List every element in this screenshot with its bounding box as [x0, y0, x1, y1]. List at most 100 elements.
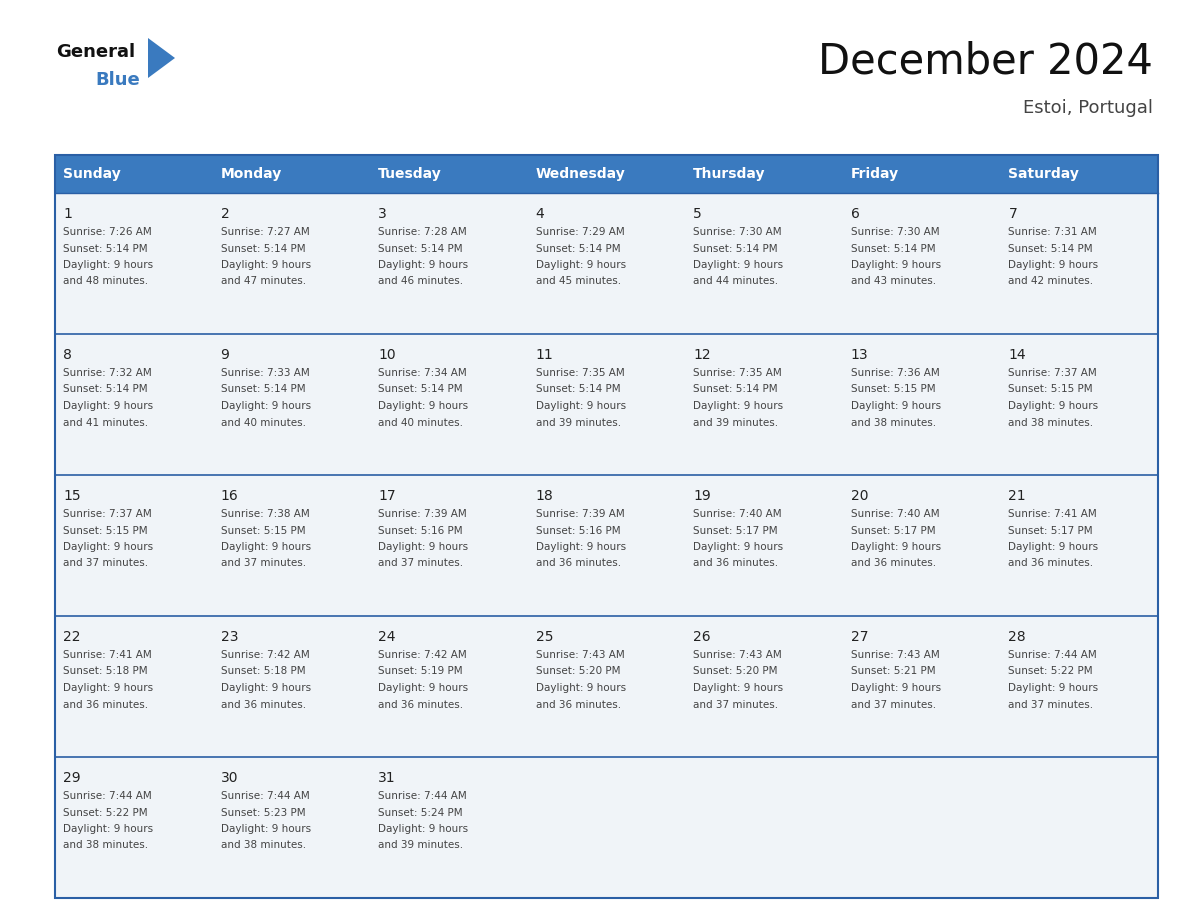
- Text: Daylight: 9 hours: Daylight: 9 hours: [378, 683, 468, 693]
- Text: and 36 minutes.: and 36 minutes.: [851, 558, 936, 568]
- Text: 26: 26: [694, 630, 710, 644]
- Text: Sunset: 5:14 PM: Sunset: 5:14 PM: [536, 243, 620, 253]
- Text: Daylight: 9 hours: Daylight: 9 hours: [536, 401, 626, 411]
- Text: and 36 minutes.: and 36 minutes.: [536, 558, 621, 568]
- Text: Sunrise: 7:42 AM: Sunrise: 7:42 AM: [378, 650, 467, 660]
- Text: Sunrise: 7:37 AM: Sunrise: 7:37 AM: [63, 509, 152, 519]
- Text: Daylight: 9 hours: Daylight: 9 hours: [221, 260, 311, 270]
- Text: Sunset: 5:14 PM: Sunset: 5:14 PM: [221, 385, 305, 395]
- Text: 20: 20: [851, 489, 868, 503]
- Text: Sunset: 5:17 PM: Sunset: 5:17 PM: [851, 525, 935, 535]
- Text: and 37 minutes.: and 37 minutes.: [221, 558, 305, 568]
- Bar: [55, 334, 1158, 475]
- Text: Daylight: 9 hours: Daylight: 9 hours: [536, 260, 626, 270]
- Text: Sunset: 5:24 PM: Sunset: 5:24 PM: [378, 808, 463, 818]
- Text: Daylight: 9 hours: Daylight: 9 hours: [1009, 683, 1099, 693]
- Text: Daylight: 9 hours: Daylight: 9 hours: [851, 260, 941, 270]
- Text: Daylight: 9 hours: Daylight: 9 hours: [851, 542, 941, 552]
- Text: Sunset: 5:15 PM: Sunset: 5:15 PM: [851, 385, 935, 395]
- Text: 22: 22: [63, 630, 81, 644]
- Text: Sunrise: 7:35 AM: Sunrise: 7:35 AM: [536, 368, 625, 378]
- Text: and 38 minutes.: and 38 minutes.: [1009, 418, 1093, 428]
- Text: Estoi, Portugal: Estoi, Portugal: [1023, 99, 1154, 117]
- Text: and 38 minutes.: and 38 minutes.: [221, 841, 305, 850]
- Text: and 36 minutes.: and 36 minutes.: [1009, 558, 1093, 568]
- Text: and 36 minutes.: and 36 minutes.: [378, 700, 463, 710]
- Text: Daylight: 9 hours: Daylight: 9 hours: [378, 260, 468, 270]
- Text: and 37 minutes.: and 37 minutes.: [63, 558, 148, 568]
- Text: and 40 minutes.: and 40 minutes.: [221, 418, 305, 428]
- Text: Daylight: 9 hours: Daylight: 9 hours: [694, 683, 783, 693]
- Text: Daylight: 9 hours: Daylight: 9 hours: [851, 683, 941, 693]
- Text: Sunrise: 7:44 AM: Sunrise: 7:44 AM: [1009, 650, 1098, 660]
- Text: Sunrise: 7:38 AM: Sunrise: 7:38 AM: [221, 509, 309, 519]
- Text: Sunrise: 7:34 AM: Sunrise: 7:34 AM: [378, 368, 467, 378]
- Text: 11: 11: [536, 348, 554, 362]
- Bar: [55, 475, 1158, 616]
- Text: and 45 minutes.: and 45 minutes.: [536, 276, 621, 286]
- Text: Friday: Friday: [851, 167, 899, 181]
- Text: Sunrise: 7:33 AM: Sunrise: 7:33 AM: [221, 368, 309, 378]
- Text: 13: 13: [851, 348, 868, 362]
- Text: Daylight: 9 hours: Daylight: 9 hours: [378, 824, 468, 834]
- Text: 17: 17: [378, 489, 396, 503]
- Text: 8: 8: [63, 348, 72, 362]
- Text: Sunrise: 7:39 AM: Sunrise: 7:39 AM: [378, 509, 467, 519]
- Text: Daylight: 9 hours: Daylight: 9 hours: [694, 260, 783, 270]
- Text: Sunset: 5:14 PM: Sunset: 5:14 PM: [221, 243, 305, 253]
- Text: 18: 18: [536, 489, 554, 503]
- Text: Sunrise: 7:30 AM: Sunrise: 7:30 AM: [694, 227, 782, 237]
- Text: 4: 4: [536, 207, 544, 221]
- Text: Sunset: 5:21 PM: Sunset: 5:21 PM: [851, 666, 935, 677]
- Text: Daylight: 9 hours: Daylight: 9 hours: [378, 401, 468, 411]
- Text: 2: 2: [221, 207, 229, 221]
- Text: Sunset: 5:14 PM: Sunset: 5:14 PM: [1009, 243, 1093, 253]
- Text: and 39 minutes.: and 39 minutes.: [378, 841, 463, 850]
- Text: Sunset: 5:15 PM: Sunset: 5:15 PM: [221, 525, 305, 535]
- Text: 28: 28: [1009, 630, 1026, 644]
- Text: Daylight: 9 hours: Daylight: 9 hours: [63, 683, 153, 693]
- Text: Daylight: 9 hours: Daylight: 9 hours: [378, 542, 468, 552]
- Text: 16: 16: [221, 489, 239, 503]
- Text: Sunday: Sunday: [63, 167, 121, 181]
- Text: 6: 6: [851, 207, 860, 221]
- Text: and 43 minutes.: and 43 minutes.: [851, 276, 936, 286]
- Text: 27: 27: [851, 630, 868, 644]
- Text: Sunset: 5:14 PM: Sunset: 5:14 PM: [63, 243, 147, 253]
- Text: 24: 24: [378, 630, 396, 644]
- Text: 1: 1: [63, 207, 72, 221]
- Text: and 37 minutes.: and 37 minutes.: [851, 700, 936, 710]
- Text: and 36 minutes.: and 36 minutes.: [536, 700, 621, 710]
- Text: Daylight: 9 hours: Daylight: 9 hours: [221, 683, 311, 693]
- Text: Sunrise: 7:43 AM: Sunrise: 7:43 AM: [851, 650, 940, 660]
- Text: and 46 minutes.: and 46 minutes.: [378, 276, 463, 286]
- Text: and 37 minutes.: and 37 minutes.: [694, 700, 778, 710]
- Text: Sunrise: 7:26 AM: Sunrise: 7:26 AM: [63, 227, 152, 237]
- Text: 9: 9: [221, 348, 229, 362]
- Text: and 48 minutes.: and 48 minutes.: [63, 276, 148, 286]
- Text: Sunrise: 7:35 AM: Sunrise: 7:35 AM: [694, 368, 782, 378]
- Text: Daylight: 9 hours: Daylight: 9 hours: [221, 401, 311, 411]
- Text: and 39 minutes.: and 39 minutes.: [536, 418, 621, 428]
- Text: Sunset: 5:14 PM: Sunset: 5:14 PM: [378, 385, 463, 395]
- Text: 19: 19: [694, 489, 712, 503]
- Text: and 37 minutes.: and 37 minutes.: [378, 558, 463, 568]
- Text: Sunrise: 7:27 AM: Sunrise: 7:27 AM: [221, 227, 309, 237]
- Text: Sunset: 5:14 PM: Sunset: 5:14 PM: [63, 385, 147, 395]
- Text: Sunrise: 7:41 AM: Sunrise: 7:41 AM: [63, 650, 152, 660]
- Text: and 39 minutes.: and 39 minutes.: [694, 418, 778, 428]
- Text: 10: 10: [378, 348, 396, 362]
- Text: Tuesday: Tuesday: [378, 167, 442, 181]
- Text: Sunrise: 7:44 AM: Sunrise: 7:44 AM: [221, 791, 309, 801]
- Text: Thursday: Thursday: [694, 167, 766, 181]
- Text: 7: 7: [1009, 207, 1017, 221]
- Text: Sunrise: 7:28 AM: Sunrise: 7:28 AM: [378, 227, 467, 237]
- Text: and 38 minutes.: and 38 minutes.: [63, 841, 148, 850]
- Text: Sunrise: 7:32 AM: Sunrise: 7:32 AM: [63, 368, 152, 378]
- Text: Sunrise: 7:44 AM: Sunrise: 7:44 AM: [63, 791, 152, 801]
- Text: Sunset: 5:19 PM: Sunset: 5:19 PM: [378, 666, 463, 677]
- Text: Sunset: 5:23 PM: Sunset: 5:23 PM: [221, 808, 305, 818]
- Text: and 41 minutes.: and 41 minutes.: [63, 418, 148, 428]
- Text: Sunset: 5:17 PM: Sunset: 5:17 PM: [694, 525, 778, 535]
- Text: and 37 minutes.: and 37 minutes.: [1009, 700, 1093, 710]
